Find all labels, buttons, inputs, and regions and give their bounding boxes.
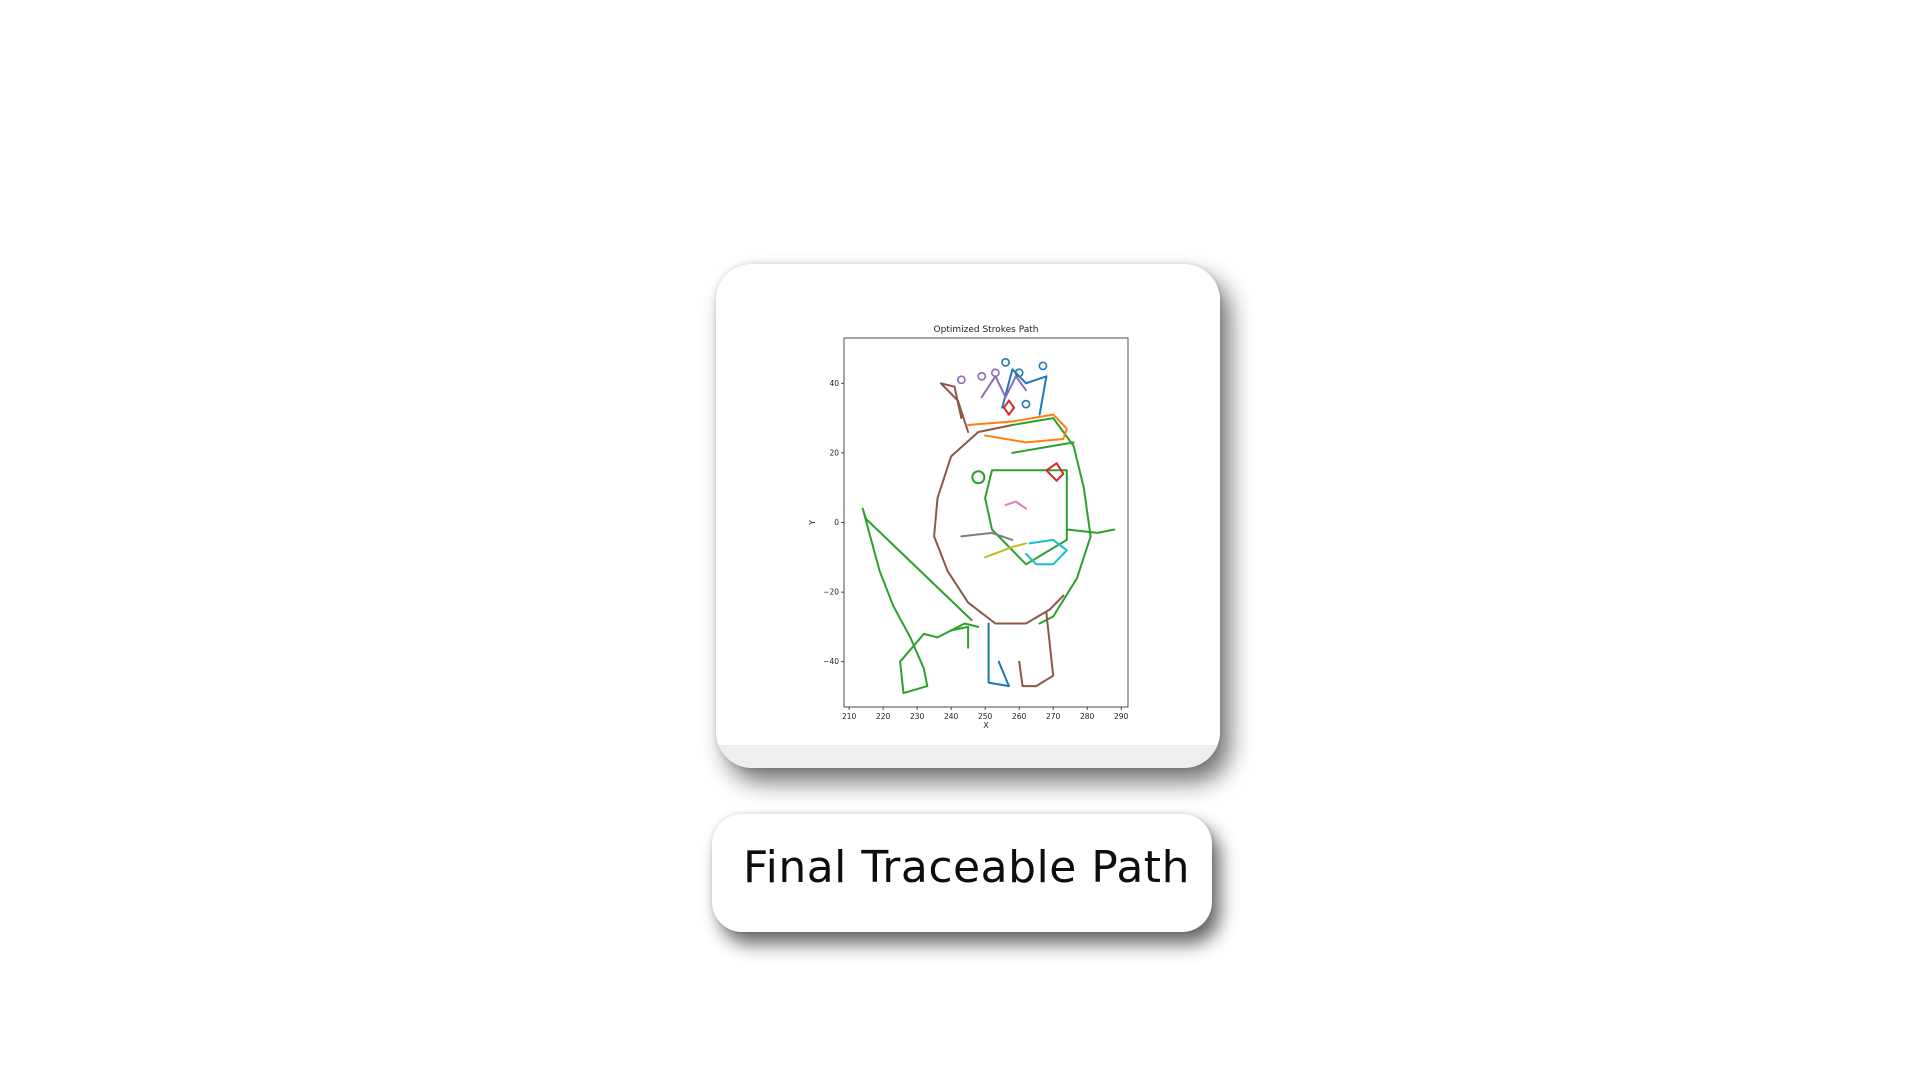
stroke-path-13 xyxy=(960,531,1014,541)
stroke-path-9 xyxy=(1001,368,1048,416)
stroke-path-4 xyxy=(861,507,980,695)
crown-tip-circle xyxy=(1001,357,1010,367)
chart-title: Optimized Strokes Path xyxy=(934,325,1039,335)
stroke-path-8 xyxy=(967,413,1068,444)
y-tick-label: −20 xyxy=(823,588,839,597)
card-footer-band xyxy=(716,745,1220,768)
x-tick-label: 250 xyxy=(978,712,993,721)
crown-tip-circle xyxy=(1014,368,1024,378)
x-tick-label: 210 xyxy=(842,712,857,721)
stroke-path-19 xyxy=(950,625,970,649)
stroke-path-15 xyxy=(1025,538,1068,566)
stroke-path-10 xyxy=(980,375,1027,399)
strokes-path-plot: Optimized Strokes Path 210 220 230 240 250 260… xyxy=(808,325,1129,730)
chart-card: Optimized Strokes Path 210 220 230 240 250 260… xyxy=(716,264,1220,768)
stroke-path-3 xyxy=(1011,417,1092,625)
caption-text: Final Traceable Path xyxy=(743,842,1190,893)
x-axis-label: X xyxy=(983,721,989,730)
x-tick-label: 240 xyxy=(944,712,959,721)
crown-tip-circle xyxy=(977,371,987,381)
y-tick-label: 40 xyxy=(829,379,839,388)
ear-outline xyxy=(971,470,986,485)
caption-pill: Final Traceable Path xyxy=(712,814,1212,932)
y-tick-label: −40 xyxy=(823,657,839,666)
crown-tip-circle xyxy=(1021,399,1031,409)
x-tick-label: 230 xyxy=(910,712,925,721)
stroke-path-12 xyxy=(1004,500,1027,510)
stroke-path-18 xyxy=(1018,612,1055,688)
stroke-path-14 xyxy=(984,542,1027,559)
x-tick-label: 270 xyxy=(1046,712,1061,721)
axes-frame xyxy=(843,337,1129,708)
y-tick-label: 20 xyxy=(829,448,839,457)
stroke-path-11 xyxy=(1045,462,1065,482)
crown-tip-circle xyxy=(990,368,1000,378)
crown-tip-circle xyxy=(956,375,966,385)
y-tick-label: 0 xyxy=(834,518,839,527)
stroke-path-17 xyxy=(987,622,1010,688)
x-tick-label: 260 xyxy=(1012,712,1027,721)
stroke-path-5 xyxy=(865,518,973,621)
crown-jewel xyxy=(1002,398,1016,417)
y-axis-label: Y xyxy=(808,520,817,526)
stroke-path-16 xyxy=(1065,528,1116,534)
x-tick-label: 280 xyxy=(1080,712,1095,721)
x-tick-label: 220 xyxy=(876,712,891,721)
stroke-path-7 xyxy=(1011,441,1075,454)
stroke-path-6 xyxy=(984,469,1068,566)
chart-panel: Optimized Strokes Path 210 220 230 240 250 260… xyxy=(716,278,1220,748)
crown-tip-circle xyxy=(1038,361,1048,371)
stroke-path-1 xyxy=(933,424,1065,625)
stroke-path-2 xyxy=(939,382,970,433)
x-tick-label: 290 xyxy=(1114,712,1129,721)
